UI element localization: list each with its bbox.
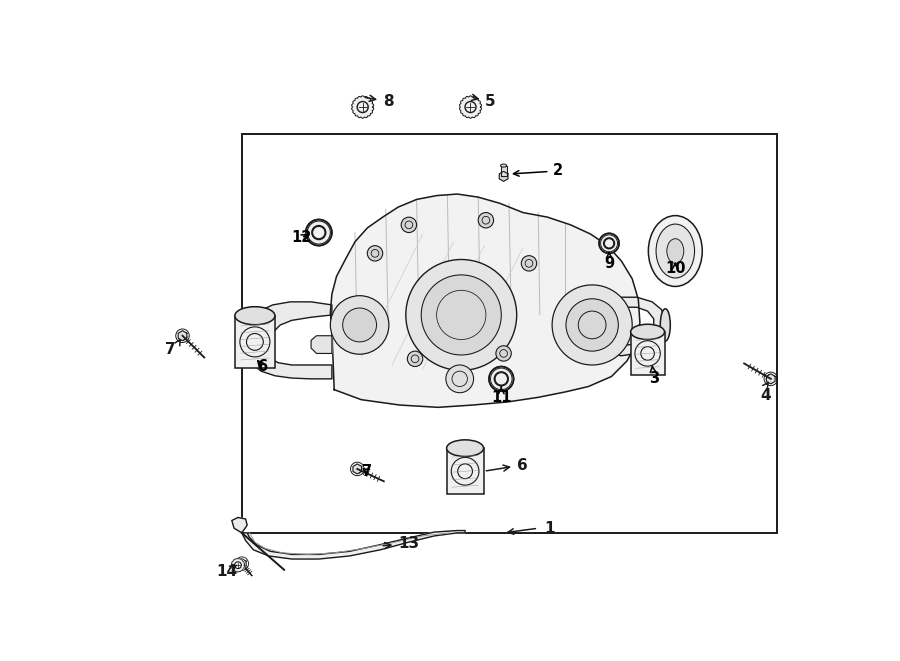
Polygon shape (242, 302, 332, 379)
Polygon shape (459, 96, 482, 118)
Text: 6: 6 (257, 359, 267, 374)
Bar (500, 165, 507, 176)
Circle shape (306, 219, 332, 246)
Circle shape (446, 365, 473, 393)
Circle shape (496, 346, 511, 361)
Bar (446, 448, 483, 494)
Polygon shape (353, 464, 362, 474)
Text: 1: 1 (544, 521, 555, 535)
Circle shape (330, 295, 389, 354)
Text: 8: 8 (365, 94, 393, 109)
Polygon shape (352, 96, 374, 118)
Ellipse shape (648, 215, 702, 286)
Polygon shape (238, 559, 246, 568)
Text: 14: 14 (216, 564, 237, 579)
Polygon shape (178, 330, 187, 340)
Ellipse shape (500, 164, 507, 167)
Bar (235, 316, 274, 368)
Circle shape (406, 260, 517, 370)
Polygon shape (242, 531, 465, 559)
Polygon shape (311, 336, 332, 354)
Text: 7: 7 (165, 342, 176, 357)
Circle shape (599, 233, 619, 253)
Polygon shape (767, 374, 775, 384)
Ellipse shape (446, 440, 483, 457)
Polygon shape (609, 297, 665, 356)
Text: 13: 13 (383, 536, 419, 551)
Circle shape (343, 308, 376, 342)
Circle shape (478, 213, 493, 228)
Circle shape (489, 367, 514, 391)
Text: 5: 5 (472, 94, 496, 109)
Text: 2: 2 (514, 163, 562, 178)
Circle shape (552, 285, 632, 365)
Ellipse shape (631, 325, 664, 340)
Polygon shape (231, 559, 245, 572)
Text: 4: 4 (760, 388, 770, 403)
Circle shape (367, 246, 382, 261)
Text: 11: 11 (491, 387, 511, 405)
Text: 3: 3 (649, 366, 659, 386)
Circle shape (521, 256, 536, 271)
Ellipse shape (656, 224, 695, 278)
Text: 9: 9 (604, 253, 614, 271)
Bar (631, 332, 664, 375)
Ellipse shape (661, 309, 670, 341)
Polygon shape (500, 171, 508, 181)
Circle shape (408, 351, 423, 367)
Polygon shape (232, 518, 248, 533)
Circle shape (421, 275, 501, 355)
Polygon shape (330, 194, 640, 407)
Circle shape (566, 299, 618, 351)
Text: 12: 12 (291, 231, 311, 245)
Ellipse shape (667, 239, 684, 263)
Bar (242, 134, 777, 533)
Circle shape (401, 217, 417, 233)
Ellipse shape (245, 321, 258, 363)
Ellipse shape (235, 307, 274, 325)
Text: 6: 6 (486, 457, 527, 473)
Text: 7: 7 (362, 464, 373, 479)
Text: 10: 10 (665, 261, 686, 276)
